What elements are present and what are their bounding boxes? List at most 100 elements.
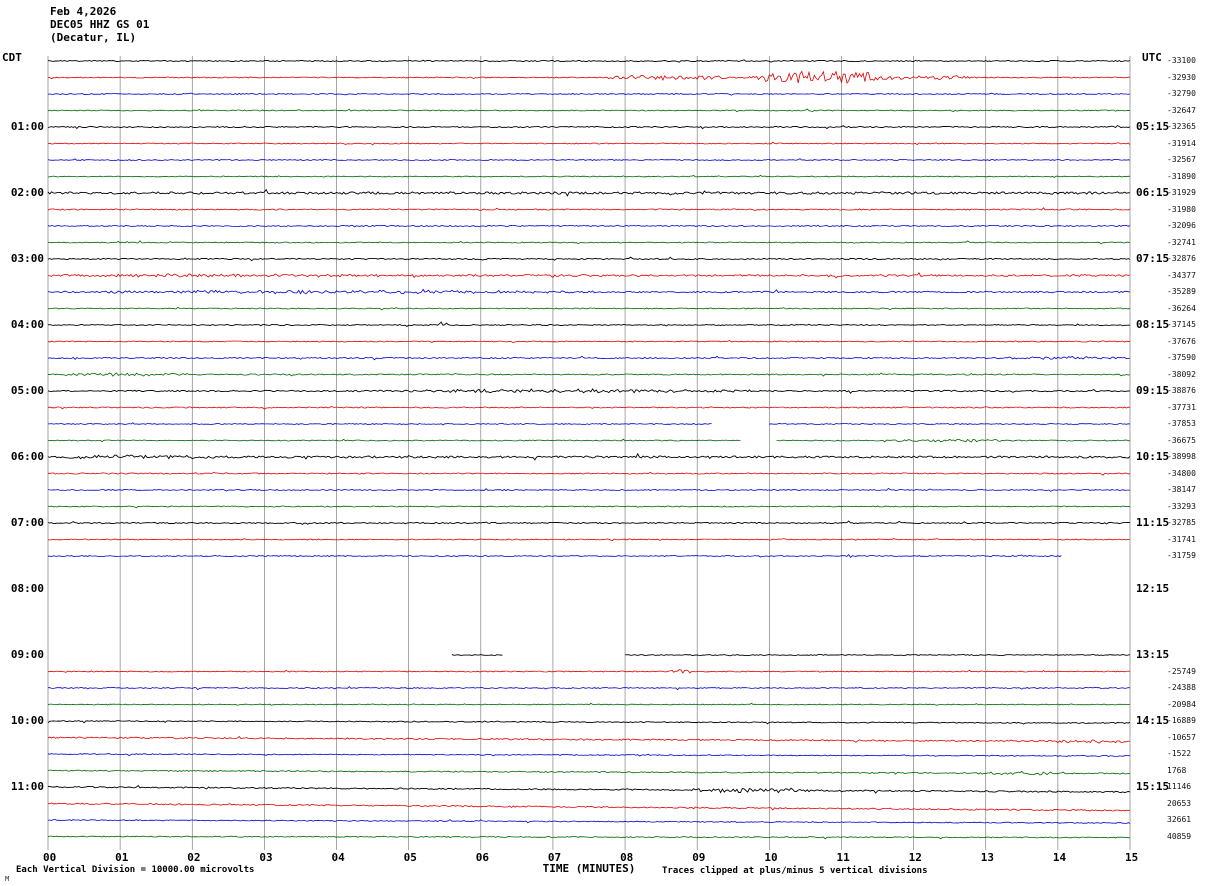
seismo-trace-1000	[47, 720, 1131, 725]
clipping-note: Traces clipped at plus/minus 5 vertical …	[662, 866, 928, 876]
cdt-hour-label: 07:00	[10, 516, 44, 529]
trace-offset-value: -38998	[1167, 452, 1196, 461]
report-date: Feb 4,2026	[50, 5, 117, 18]
utc-hour-label: 13:15	[1136, 648, 1170, 661]
trace-offset-value: -37676	[1167, 336, 1196, 346]
seismo-trace-0100	[47, 124, 1131, 130]
trace-offset-value: 20653	[1167, 798, 1192, 808]
seismo-trace-1115	[48, 802, 1131, 812]
x-tick-label: 11	[836, 851, 850, 864]
cdt-hour-label: 11:00	[10, 780, 44, 793]
seismo-trace-0030	[47, 92, 1131, 96]
trace-offset-value: 1768	[1167, 765, 1187, 775]
cdt-hour-label: 01:00	[10, 120, 44, 133]
seismo-trace-0330	[47, 288, 1131, 295]
seismo-trace-0430	[47, 355, 1131, 361]
cdt-hour-label: 08:00	[10, 582, 44, 595]
x-tick-label: 13	[980, 851, 994, 864]
seismo-trace-0945	[47, 702, 1131, 706]
trace-offset-value: -32567	[1167, 155, 1196, 164]
seismo-trace-1100	[47, 784, 1131, 794]
trace-offset-value: -32876	[1167, 254, 1196, 263]
utc-hour-label: 14:15	[1136, 714, 1170, 727]
trace-offset-value: -32096	[1167, 221, 1196, 230]
left-timezone-label: CDT	[2, 51, 22, 64]
trace-offset-value: -31914	[1167, 138, 1196, 148]
trace-offset-value: -1522	[1167, 749, 1192, 758]
cdt-hour-label: 10:00	[10, 714, 44, 727]
seismo-trace-0615	[48, 471, 1131, 476]
utc-hour-label: 06:15	[1136, 186, 1170, 199]
trace-offset-value: 32661	[1167, 815, 1192, 824]
seismo-trace-0400	[47, 321, 1131, 327]
seismo-trace-1015	[47, 735, 1131, 744]
x-tick-label: 09	[692, 851, 706, 864]
seismo-trace-0715	[48, 538, 1131, 542]
trace-offset-value: -32785	[1167, 518, 1196, 527]
seismo-trace-0245	[47, 240, 1131, 245]
trace-offset-value: -36675	[1167, 435, 1196, 445]
trace-offset-value: -24388	[1167, 683, 1196, 692]
seismo-trace-0700	[47, 520, 1131, 526]
seismo-trace-0115	[47, 141, 1131, 146]
trace-offset-value: -33100	[1167, 56, 1196, 65]
trace-offset-value: 40859	[1167, 831, 1192, 841]
x-tick-label: 10	[764, 851, 778, 864]
x-tick-label: 01	[115, 851, 129, 864]
seismo-trace-0930	[47, 686, 1131, 691]
trace-offset-value: -20984	[1167, 699, 1196, 709]
seismo-trace-1130	[47, 819, 1131, 824]
trace-offset-value: -32365	[1167, 122, 1196, 131]
seismo-trace-0900	[625, 654, 1131, 657]
seismo-trace-0000	[47, 59, 1131, 63]
seismo-trace-0300	[47, 256, 1131, 262]
seismo-trace-0230	[47, 224, 1131, 228]
trace-offset-value: -25749	[1167, 666, 1196, 676]
trace-offset-value: -37731	[1167, 402, 1196, 412]
cdt-hour-label: 02:00	[10, 186, 44, 199]
utc-hour-label: 15:15	[1136, 780, 1170, 793]
x-tick-label: 00	[43, 851, 57, 864]
x-tick-label: 07	[547, 851, 562, 864]
seismo-trace-0600	[47, 452, 1131, 461]
trace-offset-value: -31890	[1167, 171, 1196, 181]
cdt-hour-label: 06:00	[10, 450, 44, 463]
x-tick-label: 15	[1125, 851, 1139, 864]
seismo-trace-0215	[47, 207, 1131, 212]
seismo-trace-0730	[47, 553, 1062, 559]
seismo-trace-0545	[47, 438, 741, 443]
x-tick-label: 03	[259, 851, 273, 864]
seismo-trace-1030	[47, 753, 1131, 757]
trace-offset-value: -33293	[1167, 501, 1196, 511]
seismo-trace-0015	[47, 70, 1131, 84]
trace-offset-value: -35289	[1167, 287, 1196, 296]
seismo-trace-0345	[47, 306, 1131, 311]
seismo-trace-0515	[47, 405, 1131, 410]
utc-hour-label: 07:15	[1136, 252, 1170, 265]
seismo-trace-1045	[47, 769, 1131, 776]
x-tick-label: 02	[187, 851, 201, 864]
x-tick-label: 05	[403, 851, 417, 864]
trace-offset-value: -34377	[1167, 270, 1196, 280]
seismo-trace-0900	[451, 654, 503, 656]
seismo-trace-0545	[776, 438, 1131, 443]
seismo-trace-1145	[47, 835, 1131, 840]
trace-offset-value: -31741	[1167, 534, 1196, 544]
trace-offset-value: -32930	[1167, 72, 1196, 82]
trace-offset-value: 11146	[1167, 782, 1192, 791]
utc-hour-label: 05:15	[1136, 120, 1170, 133]
x-axis-label: TIME (MINUTES)	[542, 862, 636, 875]
trace-offset-value: -36264	[1167, 303, 1196, 313]
seismo-trace-0530	[769, 422, 1131, 425]
seismo-trace-0145	[47, 174, 1131, 178]
minute-gridlines	[47, 56, 1131, 850]
trace-offset-value: -32647	[1167, 105, 1196, 115]
cdt-hour-label: 09:00	[10, 648, 44, 661]
x-tick-label: 14	[1052, 851, 1067, 864]
trace-offset-value: -32790	[1167, 89, 1196, 98]
x-tick-label: 08	[620, 851, 634, 864]
utc-hour-label: 11:15	[1136, 516, 1170, 529]
trace-offset-value: -38092	[1167, 369, 1196, 379]
trace-offset-value: -16889	[1167, 716, 1196, 725]
seismo-trace-0630	[47, 488, 1130, 492]
